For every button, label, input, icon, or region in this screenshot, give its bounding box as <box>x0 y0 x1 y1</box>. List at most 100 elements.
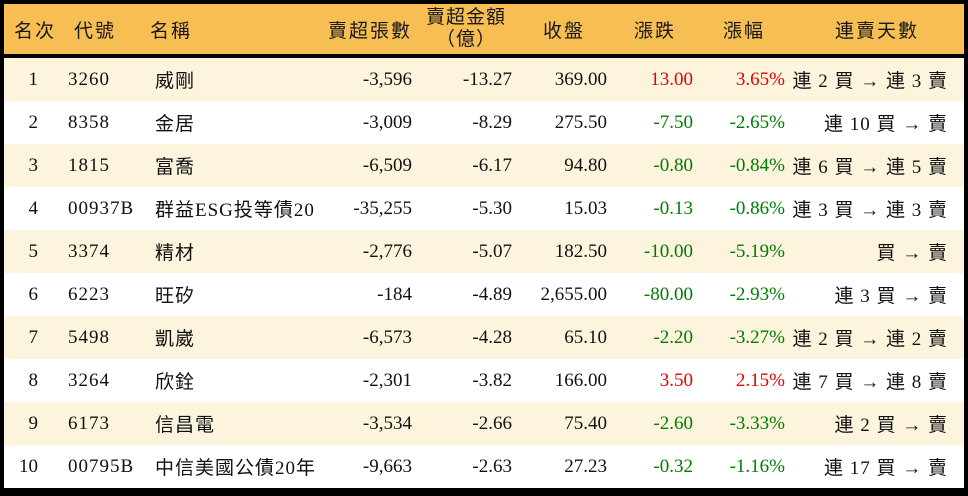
header-rank: 名次 <box>14 20 54 42</box>
sell-amount-cell: -2.66 <box>472 412 512 434</box>
sell-amount-cell: -6.17 <box>472 154 512 176</box>
streak-cell: 連 3 買 → 連 3 賣 <box>792 200 948 221</box>
table-row: 4 00937B 群益ESG投等債20 -35,255 -5.30 15.03 … <box>4 187 964 230</box>
change-cell: -80.00 <box>643 283 693 305</box>
sell-amount-cell: -4.28 <box>472 326 512 348</box>
change-pct-cell: -0.84% <box>729 154 785 176</box>
close-price-cell: 94.80 <box>564 154 607 176</box>
stock-code-cell: 1815 <box>68 154 110 176</box>
rank-cell: 4 <box>28 197 39 219</box>
close-price-cell: 369.00 <box>554 68 607 90</box>
change-pct-cell: -3.33% <box>729 412 785 434</box>
sell-volume-cell: -184 <box>377 283 412 305</box>
header-sell-volume: 賣超張數 <box>327 20 412 42</box>
sell-volume-cell: -2,301 <box>362 369 412 391</box>
sell-amount-cell: -4.89 <box>472 283 512 305</box>
stock-name-cell: 欣銓 <box>155 372 196 393</box>
sell-amount-cell: -3.82 <box>472 369 512 391</box>
sell-amount-cell: -8.29 <box>472 111 512 133</box>
stock-name-cell: 富喬 <box>155 157 196 178</box>
change-cell: -7.50 <box>653 111 693 133</box>
change-cell: -0.32 <box>653 455 693 477</box>
change-cell: -0.13 <box>653 197 693 219</box>
stock-name-cell: 群益ESG投等債20 <box>155 200 315 221</box>
close-price-cell: 75.40 <box>564 412 607 434</box>
change-cell: -2.60 <box>653 412 693 434</box>
change-cell: 13.00 <box>650 68 693 90</box>
stock-code-cell: 3374 <box>68 240 110 262</box>
stock-name-cell: 凱崴 <box>155 329 196 350</box>
close-price-cell: 65.10 <box>564 326 607 348</box>
rank-cell: 10 <box>19 455 38 477</box>
rank-cell: 2 <box>28 111 39 133</box>
table-row: 9 6173 信昌電 -3,534 -2.66 75.40 -2.60 -3.3… <box>4 402 964 445</box>
header-sell-amount-line1: 賣超金額 <box>425 7 506 29</box>
stock-name-cell: 金居 <box>155 114 196 135</box>
change-cell: -10.00 <box>643 240 693 262</box>
streak-cell: 連 2 買 → 賣 <box>834 415 948 436</box>
table-body: 1 3260 威剛 -3,596 -13.27 369.00 13.00 3.6… <box>4 58 964 492</box>
change-pct-cell: 2.15% <box>735 369 785 391</box>
stock-code-cell: 6223 <box>68 283 110 305</box>
sell-amount-cell: -13.27 <box>462 68 512 90</box>
stock-code-cell: 3264 <box>68 369 110 391</box>
change-pct-cell: 3.65% <box>735 68 785 90</box>
change-cell: -2.20 <box>653 326 693 348</box>
stock-code-cell: 00937B <box>68 197 135 219</box>
stock-name-cell: 信昌電 <box>155 415 216 436</box>
change-pct-cell: -3.27% <box>729 326 785 348</box>
rank-cell: 3 <box>28 154 39 176</box>
streak-cell: 連 7 買 → 連 8 賣 <box>792 372 948 393</box>
sell-volume-cell: -35,255 <box>353 197 412 219</box>
sell-volume-cell: -6,573 <box>362 326 412 348</box>
header-name: 名稱 <box>150 20 193 42</box>
header-code: 代號 <box>74 20 117 42</box>
change-pct-cell: -2.65% <box>729 111 785 133</box>
close-price-cell: 15.03 <box>564 197 607 219</box>
header-change-pct: 漲幅 <box>722 20 765 42</box>
streak-cell: 連 2 買 → 連 2 賣 <box>792 329 948 350</box>
change-pct-cell: -2.93% <box>729 283 785 305</box>
table-header-row: 名次 代號 名稱 賣超張數 賣超金額 （億） 收盤 漲跌 漲幅 連賣天數 <box>4 4 964 58</box>
header-change: 漲跌 <box>633 20 676 42</box>
stock-name-cell: 精材 <box>155 243 196 264</box>
rank-cell: 7 <box>28 326 39 348</box>
rank-cell: 5 <box>28 240 39 262</box>
stock-code-cell: 00795B <box>68 455 135 477</box>
sell-volume-cell: -2,776 <box>362 240 412 262</box>
close-price-cell: 182.50 <box>554 240 607 262</box>
table-row: 7 5498 凱崴 -6,573 -4.28 65.10 -2.20 -3.27… <box>4 316 964 359</box>
table-row: 2 8358 金居 -3,009 -8.29 275.50 -7.50 -2.6… <box>4 101 964 144</box>
sell-amount-cell: -5.30 <box>472 197 512 219</box>
close-price-cell: 2,655.00 <box>540 283 608 305</box>
streak-cell: 連 10 買 → 賣 <box>823 114 948 135</box>
header-sell-amount-line2: （億） <box>435 29 496 50</box>
streak-cell: 連 2 買 → 連 3 賣 <box>792 71 948 92</box>
sell-volume-cell: -3,009 <box>362 111 412 133</box>
rank-cell: 9 <box>28 412 39 434</box>
sell-volume-cell: -3,596 <box>362 68 412 90</box>
rank-cell: 8 <box>28 369 39 391</box>
sell-volume-cell: -3,534 <box>362 412 412 434</box>
streak-cell: 連 17 買 → 賣 <box>823 458 948 479</box>
table-row: 5 3374 精材 -2,776 -5.07 182.50 -10.00 -5.… <box>4 230 964 273</box>
close-price-cell: 275.50 <box>554 111 607 133</box>
stock-name-cell: 旺矽 <box>155 286 196 307</box>
table-row: 10 00795B 中信美國公債20年 -9,663 -2.63 27.23 -… <box>4 445 964 488</box>
change-cell: -0.80 <box>653 154 693 176</box>
close-price-cell: 27.23 <box>564 455 607 477</box>
sell-amount-cell: -5.07 <box>472 240 512 262</box>
change-pct-cell: -5.19% <box>729 240 785 262</box>
change-pct-cell: -0.86% <box>729 197 785 219</box>
table-row: 1 3260 威剛 -3,596 -13.27 369.00 13.00 3.6… <box>4 58 964 101</box>
header-sell-amount: 賣超金額 （億） <box>416 7 516 51</box>
rank-cell: 1 <box>28 68 39 90</box>
sell-volume-cell: -9,663 <box>362 455 412 477</box>
sell-amount-cell: -2.63 <box>472 455 512 477</box>
rank-cell: 6 <box>28 283 39 305</box>
streak-cell: 買 → 賣 <box>876 243 948 264</box>
close-price-cell: 166.00 <box>554 369 607 391</box>
header-streak: 連賣天數 <box>834 20 919 42</box>
stock-code-cell: 6173 <box>68 412 110 434</box>
